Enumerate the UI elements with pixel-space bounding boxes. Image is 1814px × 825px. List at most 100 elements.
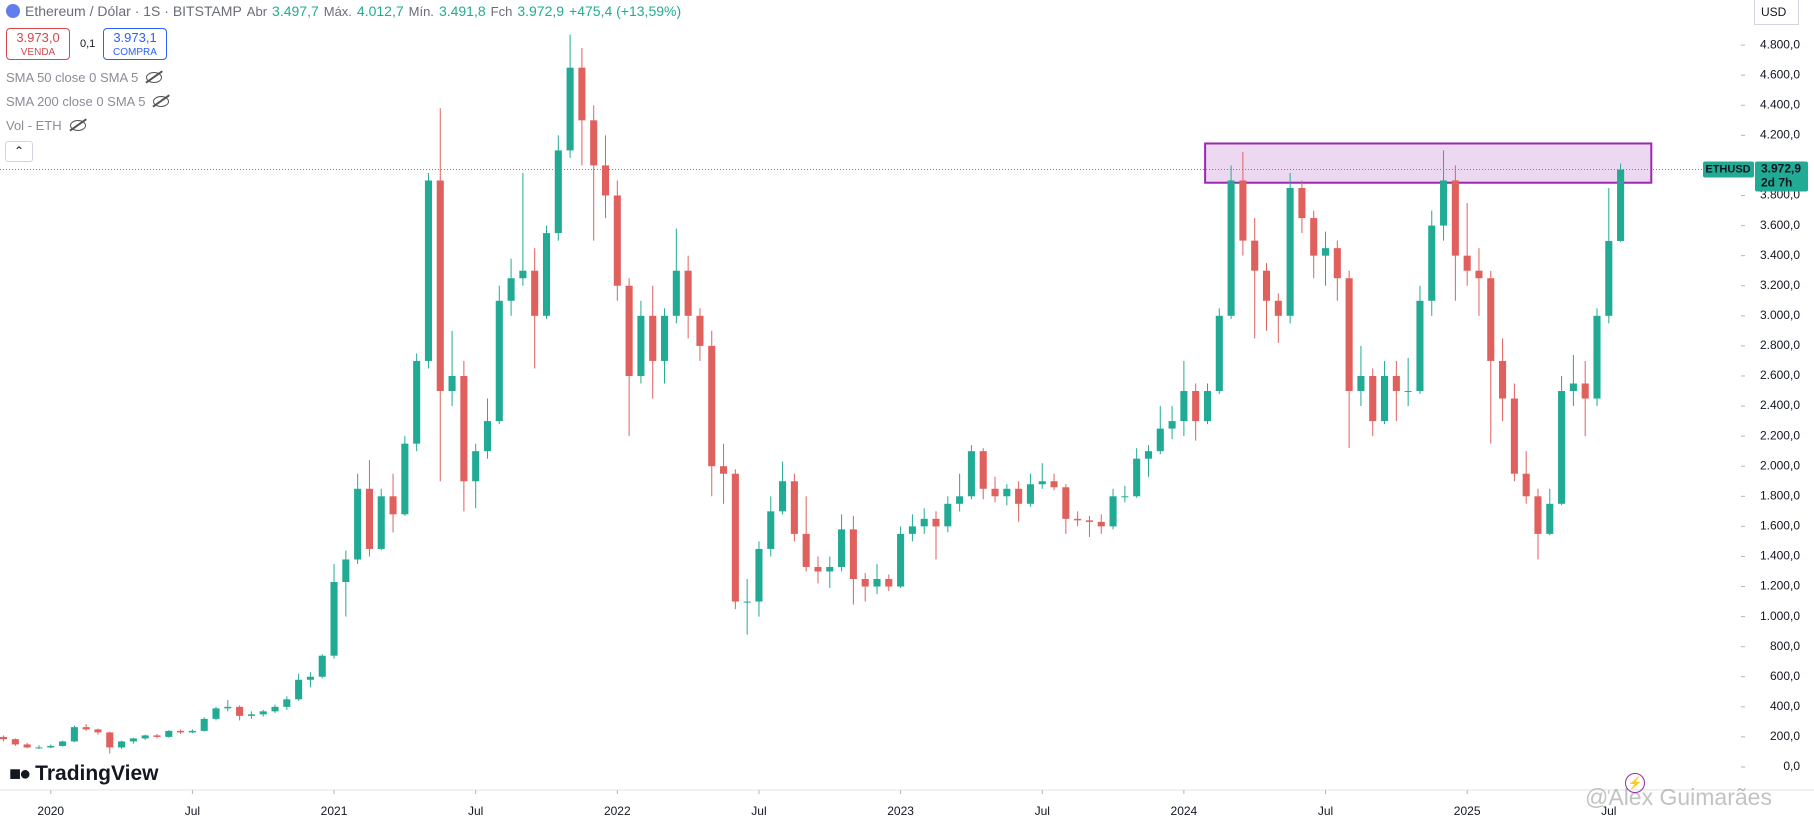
- y-tick-label: 4.200,0: [1760, 128, 1800, 142]
- change: +475,4 (+13,59%): [569, 3, 682, 19]
- candle-body: [472, 451, 480, 482]
- y-tick-label: 2.400,0: [1760, 398, 1800, 412]
- indicator[interactable]: Vol - ETH: [6, 118, 86, 133]
- candle-body: [1321, 248, 1330, 256]
- candle-body: [200, 718, 208, 731]
- x-tick-label: 2023: [887, 804, 914, 818]
- hidden-icon[interactable]: [146, 72, 163, 83]
- candle-body: [613, 195, 621, 286]
- candle-body: [601, 165, 610, 196]
- candle-body: [672, 270, 680, 316]
- candle-body: [1097, 521, 1105, 527]
- candle-body: [236, 706, 244, 716]
- candle-body: [1440, 180, 1448, 226]
- symbol-icon: [6, 4, 20, 18]
- x-tick-label: Jul: [1035, 804, 1050, 818]
- candle-body: [1522, 473, 1530, 497]
- hidden-icon[interactable]: [69, 120, 86, 131]
- candle-body: [495, 300, 503, 422]
- x-tick-label: 2020: [37, 804, 64, 818]
- candle-body: [1357, 375, 1365, 392]
- candle-body: [1428, 225, 1436, 301]
- y-tick-label: 0,0: [1783, 759, 1800, 773]
- indicator[interactable]: SMA 50 close 0 SMA 5: [6, 70, 163, 85]
- candle-body: [1121, 496, 1129, 498]
- candle-body: [82, 727, 90, 730]
- candle-body: [637, 315, 645, 376]
- candle-body: [932, 518, 940, 527]
- candle-body: [566, 67, 574, 151]
- indicator[interactable]: SMA 200 close 0 SMA 5: [6, 94, 170, 109]
- candle-body: [1510, 398, 1518, 474]
- y-tick-label: 2.600,0: [1760, 368, 1800, 382]
- y-tick-label: 3.400,0: [1760, 248, 1800, 262]
- candle-body: [141, 735, 149, 739]
- candle-body: [318, 655, 326, 677]
- candle-body: [413, 360, 421, 444]
- y-tick-label: 3.200,0: [1760, 278, 1800, 292]
- y-tick-label: 2.200,0: [1760, 428, 1800, 442]
- candle-body: [224, 706, 232, 709]
- currency-button[interactable]: USD: [1754, 0, 1799, 25]
- candle-body: [1617, 169, 1625, 241]
- indicator-label: SMA 200 close 0 SMA 5: [6, 94, 146, 109]
- candle-body: [70, 727, 78, 742]
- symbol-name[interactable]: Ethereum / Dólar · 1S · BITSTAMP: [25, 3, 242, 19]
- candle-body: [979, 451, 987, 489]
- candle-body: [1487, 278, 1495, 361]
- candle-body: [684, 270, 692, 316]
- candle-body: [1144, 451, 1153, 459]
- collapse-button[interactable]: ⌃: [5, 141, 33, 162]
- candle-body: [1558, 391, 1566, 504]
- candle-body: [1463, 255, 1471, 271]
- y-tick-label: 4.600,0: [1760, 67, 1800, 81]
- candle-body: [1062, 487, 1070, 519]
- y-tick-label: 800,0: [1770, 639, 1800, 653]
- buy-button[interactable]: 3.973,1 COMPRA: [103, 28, 167, 60]
- candle-body: [483, 421, 492, 452]
- candle-body: [531, 270, 539, 316]
- candle-body: [849, 529, 857, 580]
- buy-price: 3.973,1: [113, 30, 157, 45]
- indicator-label: SMA 50 close 0 SMA 5: [6, 70, 139, 85]
- candle-body: [259, 711, 267, 715]
- ohlc-label: Mín.: [408, 3, 434, 19]
- ohlc-label: Fch: [490, 3, 513, 19]
- candle-body: [873, 579, 881, 587]
- x-tick-label: Jul: [1318, 804, 1333, 818]
- ohlc-value: 3.497,7: [272, 3, 319, 19]
- candle-body: [1215, 315, 1223, 392]
- candle-body: [365, 488, 373, 549]
- x-tick-label: 2024: [1171, 804, 1198, 818]
- candle-body: [1133, 458, 1141, 497]
- y-tick-label: 1.200,0: [1760, 579, 1800, 593]
- x-tick-label: 2025: [1454, 804, 1481, 818]
- candle-body: [94, 729, 102, 733]
- candle-body: [1026, 484, 1034, 504]
- sell-button[interactable]: 3.973,0 VENDA: [6, 28, 70, 60]
- candle-body: [1203, 391, 1212, 422]
- candle-body: [1416, 300, 1424, 392]
- candle-body: [1499, 360, 1507, 399]
- candle-body: [1109, 496, 1117, 527]
- candle-body: [790, 481, 798, 534]
- candle-body: [1038, 481, 1046, 485]
- candle-body: [389, 496, 397, 515]
- alert-icon[interactable]: ⚡: [1625, 773, 1645, 793]
- hidden-icon[interactable]: [153, 96, 170, 107]
- y-tick-label: 2.000,0: [1760, 458, 1800, 472]
- y-tick-label: 4.800,0: [1760, 37, 1800, 51]
- ohlc-label: Abr: [246, 3, 268, 19]
- candle-body: [696, 315, 704, 346]
- candle-body: [731, 473, 739, 602]
- candle-body: [1345, 278, 1353, 392]
- symbol-tag-text: ETHUSD: [1705, 163, 1750, 175]
- resistance-zone: [1204, 142, 1653, 184]
- x-tick-label: 2022: [604, 804, 631, 818]
- sell-label: VENDA: [20, 47, 56, 58]
- candle-body: [861, 579, 869, 587]
- ohlc-value: 3.491,8: [438, 3, 486, 19]
- candle-body: [47, 745, 55, 748]
- candle-body: [1534, 496, 1542, 534]
